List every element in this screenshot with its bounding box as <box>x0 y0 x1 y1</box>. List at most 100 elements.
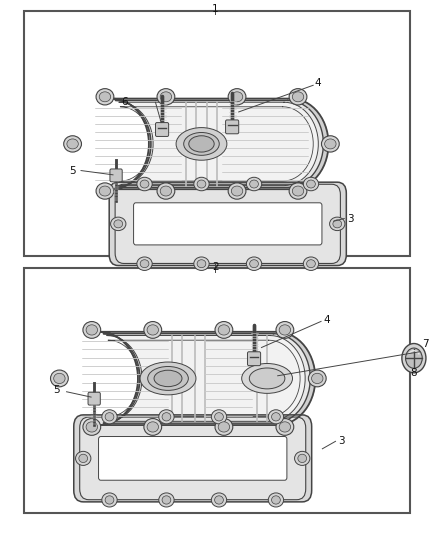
Ellipse shape <box>279 422 290 432</box>
Polygon shape <box>119 102 318 185</box>
Text: 4: 4 <box>314 78 321 87</box>
Ellipse shape <box>298 454 307 463</box>
Polygon shape <box>115 100 323 188</box>
Ellipse shape <box>86 422 98 432</box>
Ellipse shape <box>160 186 172 196</box>
Ellipse shape <box>148 367 188 390</box>
Ellipse shape <box>110 217 126 231</box>
Ellipse shape <box>114 220 123 228</box>
Text: 4: 4 <box>323 315 330 325</box>
Ellipse shape <box>276 321 294 338</box>
Ellipse shape <box>289 183 307 199</box>
Text: 1: 1 <box>212 4 219 14</box>
Text: 5: 5 <box>53 385 60 395</box>
Ellipse shape <box>105 496 114 504</box>
Ellipse shape <box>162 413 171 421</box>
FancyBboxPatch shape <box>99 437 287 480</box>
Ellipse shape <box>140 180 149 188</box>
Polygon shape <box>103 334 310 423</box>
Ellipse shape <box>99 186 111 196</box>
FancyBboxPatch shape <box>115 184 340 263</box>
Ellipse shape <box>231 186 243 196</box>
Ellipse shape <box>228 88 246 105</box>
Ellipse shape <box>159 493 174 507</box>
Ellipse shape <box>154 370 182 386</box>
Ellipse shape <box>197 180 206 188</box>
Ellipse shape <box>50 370 68 387</box>
Ellipse shape <box>140 362 196 395</box>
Ellipse shape <box>250 260 258 268</box>
Ellipse shape <box>215 321 233 338</box>
Ellipse shape <box>268 493 284 507</box>
Ellipse shape <box>157 183 175 199</box>
Ellipse shape <box>137 257 152 270</box>
Ellipse shape <box>137 177 152 191</box>
Ellipse shape <box>292 92 304 102</box>
FancyBboxPatch shape <box>226 120 239 134</box>
Ellipse shape <box>96 183 114 199</box>
Ellipse shape <box>279 325 290 335</box>
Ellipse shape <box>231 92 243 102</box>
Ellipse shape <box>294 451 310 465</box>
Text: 5: 5 <box>69 166 76 175</box>
Ellipse shape <box>197 260 206 268</box>
Ellipse shape <box>176 127 227 160</box>
Text: 6: 6 <box>121 98 128 107</box>
Ellipse shape <box>54 373 65 384</box>
Ellipse shape <box>218 422 230 432</box>
Text: 3: 3 <box>338 437 345 446</box>
Text: 7: 7 <box>422 339 429 349</box>
Ellipse shape <box>86 325 98 335</box>
FancyBboxPatch shape <box>88 392 100 405</box>
Ellipse shape <box>272 413 280 421</box>
FancyBboxPatch shape <box>109 182 346 265</box>
Ellipse shape <box>102 493 117 507</box>
Ellipse shape <box>402 343 426 373</box>
Ellipse shape <box>406 348 422 368</box>
Ellipse shape <box>67 139 78 149</box>
Ellipse shape <box>218 325 230 335</box>
Ellipse shape <box>321 136 339 152</box>
FancyBboxPatch shape <box>74 415 312 502</box>
Ellipse shape <box>147 325 159 335</box>
Ellipse shape <box>246 257 262 270</box>
Ellipse shape <box>194 177 209 191</box>
FancyBboxPatch shape <box>247 352 261 366</box>
Ellipse shape <box>303 177 318 191</box>
Ellipse shape <box>105 413 114 421</box>
Ellipse shape <box>83 321 101 338</box>
Ellipse shape <box>307 180 315 188</box>
Ellipse shape <box>159 410 174 424</box>
Ellipse shape <box>96 88 114 105</box>
Ellipse shape <box>162 496 171 504</box>
Ellipse shape <box>272 496 280 504</box>
Ellipse shape <box>75 451 91 465</box>
Ellipse shape <box>211 410 227 424</box>
Ellipse shape <box>307 260 315 268</box>
Ellipse shape <box>160 92 172 102</box>
Ellipse shape <box>292 186 304 196</box>
Ellipse shape <box>83 418 101 435</box>
Ellipse shape <box>276 418 294 435</box>
Ellipse shape <box>184 133 219 155</box>
Ellipse shape <box>303 257 318 270</box>
Polygon shape <box>100 332 315 425</box>
FancyBboxPatch shape <box>110 169 122 182</box>
Bar <box>24 268 410 513</box>
Ellipse shape <box>194 257 209 270</box>
Ellipse shape <box>215 496 223 504</box>
Text: 2: 2 <box>212 262 219 272</box>
Ellipse shape <box>268 410 284 424</box>
Ellipse shape <box>333 220 342 228</box>
Ellipse shape <box>140 260 149 268</box>
FancyBboxPatch shape <box>155 123 169 136</box>
Ellipse shape <box>189 136 214 152</box>
Ellipse shape <box>250 180 258 188</box>
FancyBboxPatch shape <box>80 417 306 500</box>
Ellipse shape <box>144 321 162 338</box>
Ellipse shape <box>79 454 88 463</box>
Ellipse shape <box>215 418 233 435</box>
Ellipse shape <box>311 373 323 384</box>
Text: 3: 3 <box>347 214 354 223</box>
Ellipse shape <box>228 183 246 199</box>
